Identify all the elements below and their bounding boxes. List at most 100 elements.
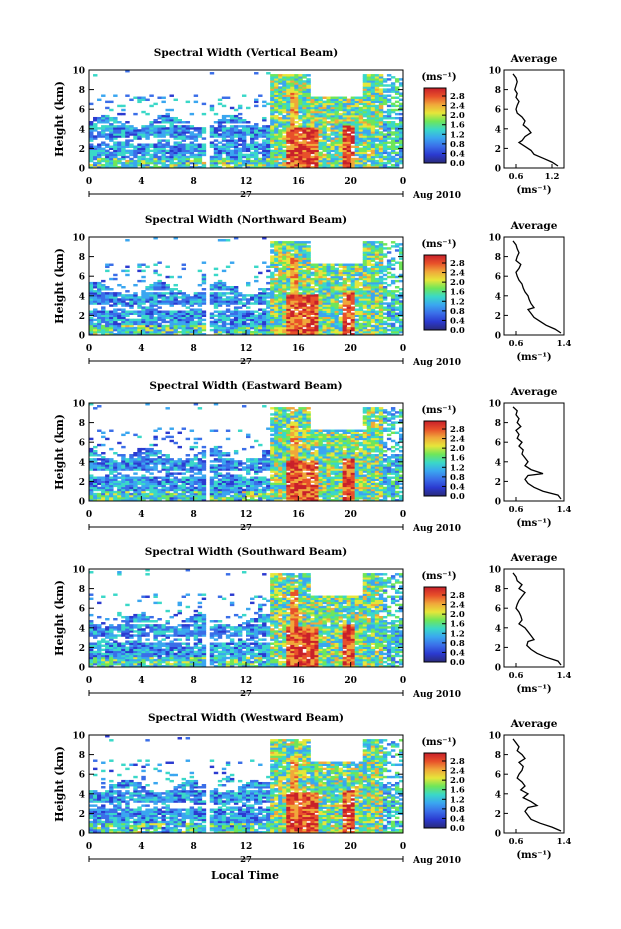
heatmap-cell: [189, 165, 195, 169]
heatmap-cell: [165, 141, 170, 144]
heatmap-cell: [274, 243, 279, 246]
heatmap-cell: [366, 281, 372, 285]
heatmap-cell: [137, 143, 142, 146]
heatmap-cell: [290, 300, 295, 303]
heatmap-cell: [266, 151, 271, 155]
heatmap-cell: [302, 271, 307, 275]
heatmap-cell: [362, 102, 368, 106]
heatmap-cell: [354, 161, 360, 165]
heatmap-cell: [342, 277, 348, 281]
heatmap-cell: [161, 121, 166, 124]
heatmap-cell: [185, 129, 191, 132]
heatmap-cell: [282, 296, 287, 299]
heatmap-cell: [266, 155, 271, 159]
heatmap-cell: [274, 324, 279, 328]
heatmap-cell: [310, 308, 315, 311]
heatmap-cell: [378, 245, 384, 248]
heatmap-cell: [209, 302, 215, 305]
heatmap-cell: [125, 298, 130, 301]
heatmap-cell: [270, 74, 275, 77]
heatmap-cell: [241, 294, 247, 297]
heatmap-cell: [262, 308, 267, 311]
heatmap-cell: [109, 482, 114, 486]
heatmap-cell: [358, 306, 364, 309]
heatmap-cell: [346, 108, 352, 112]
heatmap-cell: [225, 147, 231, 151]
heatmap-cell: [298, 267, 303, 271]
heatmap-cell: [342, 121, 348, 124]
heatmap-cell: [181, 468, 187, 471]
heatmap-cell: [153, 283, 158, 287]
heatmap-cell: [286, 121, 291, 124]
heatmap-cell: [374, 269, 380, 273]
heatmap-cell: [398, 141, 404, 144]
heatmap-cell: [241, 149, 247, 153]
heatmap-cell: [382, 135, 388, 138]
heatmap-cell: [185, 320, 191, 324]
heatmap-cell: [266, 332, 271, 336]
heatmap-cell: [314, 265, 319, 269]
heatmap-cell: [193, 316, 199, 320]
x-tick-label: 0: [86, 344, 92, 354]
heatmap-cell: [145, 324, 150, 328]
heatmap-cell: [221, 302, 227, 305]
heatmap-cell: [338, 286, 344, 289]
heatmap-cell: [298, 306, 303, 309]
heatmap-cell: [157, 427, 162, 430]
heatmap-cell: [161, 157, 166, 161]
heatmap-cell: [322, 147, 327, 151]
heatmap-cell: [286, 263, 291, 266]
heatmap-cell: [113, 310, 118, 313]
heatmap-cell: [298, 104, 303, 108]
heatmap-cell: [217, 151, 223, 155]
heatmap-cell: [181, 478, 187, 481]
heatmap-cell: [117, 161, 122, 165]
heatmap-cell: [382, 288, 388, 291]
heatmap-cell: [113, 324, 118, 328]
heatmap-cell: [89, 133, 94, 136]
heatmap-cell: [141, 456, 146, 459]
heatmap-cell: [185, 127, 191, 130]
heatmap-cell: [286, 300, 291, 303]
heatmap-cell: [298, 314, 303, 318]
heatmap-cell: [338, 127, 344, 130]
heatmap-cell: [125, 94, 130, 97]
heatmap-cell: [322, 116, 327, 120]
heatmap-cell: [169, 296, 174, 299]
heatmap-cell: [386, 98, 392, 102]
heatmap-cell: [121, 460, 126, 463]
heatmap-cell: [306, 247, 311, 250]
heatmap-cell: [398, 322, 404, 326]
heatmap-cell: [217, 312, 223, 315]
heatmap-cell: [105, 464, 110, 467]
heatmap-cell: [133, 496, 138, 500]
heatmap-cell: [209, 157, 215, 161]
heatmap-cell: [374, 241, 380, 244]
heatmap-cell: [185, 318, 191, 322]
heatmap-cell: [105, 316, 110, 320]
heatmap-cell: [153, 498, 158, 502]
heatmap-cell: [161, 125, 166, 128]
heatmap-cell: [141, 452, 146, 455]
heatmap-cell: [113, 119, 118, 122]
heatmap-cell: [390, 316, 396, 320]
heatmap-cell: [129, 296, 134, 299]
heatmap-cell: [89, 157, 94, 161]
heatmap-cell: [137, 312, 142, 315]
heatmap-cell: [165, 330, 170, 334]
heatmap-cell: [278, 243, 283, 246]
heatmap-cell: [165, 490, 170, 494]
heatmap-cell: [173, 125, 178, 128]
heatmap-cell: [101, 466, 106, 469]
heatmap-cell: [254, 330, 259, 334]
heatmap-cell: [286, 243, 291, 246]
heatmap-cell: [153, 237, 158, 240]
heatmap-cell: [370, 112, 376, 116]
heatmap-cell: [378, 271, 384, 275]
heatmap-cell: [386, 114, 392, 118]
heatmap-cell: [101, 300, 106, 303]
heatmap-cell: [286, 112, 291, 116]
heatmap-cell: [358, 296, 364, 299]
heatmap-cell: [286, 74, 291, 77]
heatmap-cell: [306, 102, 311, 106]
